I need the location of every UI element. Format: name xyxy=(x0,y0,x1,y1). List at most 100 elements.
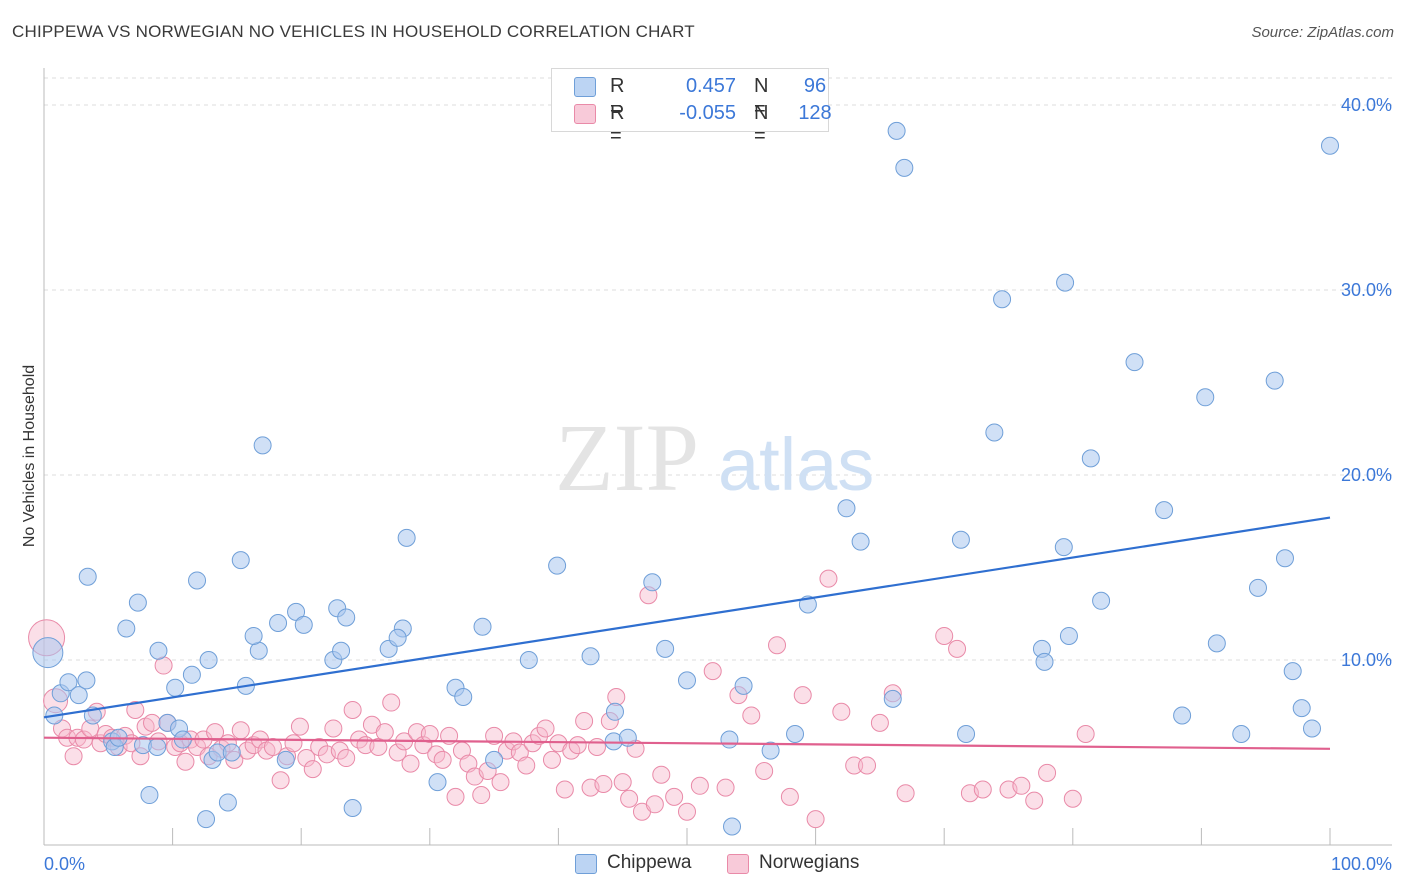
chippewa-point xyxy=(723,817,742,836)
norwegians-point xyxy=(806,810,825,829)
norwegians-point xyxy=(1038,763,1057,782)
y-tick-label: 10.0% xyxy=(1341,650,1392,670)
chippewa-point xyxy=(851,532,870,551)
chippewa-point xyxy=(59,673,78,692)
legend-r-value: 0.457 xyxy=(685,75,736,97)
norwegians-point xyxy=(832,702,851,721)
norwegians-point xyxy=(594,774,613,793)
trend-lines xyxy=(43,516,1331,750)
chippewa-point xyxy=(32,637,64,669)
norwegians-point xyxy=(1076,725,1095,743)
chippewa-point xyxy=(957,725,976,743)
norwegians-point xyxy=(337,749,356,768)
norwegians-point xyxy=(530,726,549,745)
norwegians-point xyxy=(587,737,606,756)
norwegians-point xyxy=(845,756,864,775)
chippewa-point xyxy=(895,158,914,177)
chippewa-point xyxy=(761,741,780,760)
norwegians-point xyxy=(665,787,684,806)
chippewa-point xyxy=(1321,136,1339,155)
norwegians-point xyxy=(523,734,542,753)
chippewa-point xyxy=(720,730,739,749)
norwegians-point xyxy=(768,636,787,655)
norwegians-point xyxy=(369,737,388,756)
y-tick-labels: 10.0% 20.0% 30.0% 40.0% xyxy=(1341,95,1392,670)
norwegians-point xyxy=(703,662,722,681)
chippewa-point xyxy=(887,121,906,140)
chippewa-point xyxy=(643,573,662,592)
chippewa-point xyxy=(473,617,492,636)
norwegians-point xyxy=(176,752,195,771)
norwegians-point xyxy=(472,786,491,805)
legend-r-value: -0.055 xyxy=(679,102,736,124)
norwegians-point xyxy=(271,771,290,790)
watermark-atlas: atlas xyxy=(718,423,874,506)
chippewa-point xyxy=(605,702,624,721)
chippewa-point xyxy=(166,678,185,697)
norwegians-point xyxy=(1063,789,1082,808)
chippewa-point xyxy=(1196,388,1215,407)
chippewa-point xyxy=(1248,578,1267,597)
norwegians-point xyxy=(401,754,420,773)
norwegians-point xyxy=(620,789,639,808)
chippewa-point xyxy=(231,551,250,570)
axes xyxy=(43,68,1392,846)
legend-n-value: 128 xyxy=(798,102,832,124)
chippewa-point xyxy=(397,528,416,547)
norwegians-point xyxy=(948,639,967,658)
norwegians-point xyxy=(793,686,812,705)
x-tick-label: 100.0% xyxy=(1331,854,1392,874)
chippewa-point xyxy=(276,750,295,769)
chippewa-point xyxy=(786,725,805,743)
norwegians-point xyxy=(742,706,761,725)
chippewa-point xyxy=(1302,719,1321,738)
chippewa-point xyxy=(993,290,1012,309)
x-tick-labels: 0.0% 100.0% xyxy=(44,854,1392,874)
norwegians-point xyxy=(536,719,555,738)
chippewa-point xyxy=(1283,662,1302,681)
legend-n-value: 96 xyxy=(803,75,827,97)
norwegians-point xyxy=(690,776,709,795)
norwegians-point xyxy=(126,700,145,719)
chippewa-point xyxy=(140,786,159,805)
chippewa-point xyxy=(1092,591,1111,610)
chippewa-point xyxy=(1173,706,1192,725)
norwegians-point xyxy=(303,760,322,779)
source-label: Source: ZipAtlas.com xyxy=(1251,24,1394,41)
chippewa-legend-label: Chippewa xyxy=(607,852,692,873)
chippewa-point xyxy=(883,689,902,708)
chippewa-point xyxy=(78,567,97,586)
norwegians-point xyxy=(297,749,316,768)
norwegians-point xyxy=(542,750,561,769)
norwegians-point xyxy=(343,700,362,719)
norwegians-point xyxy=(433,750,452,769)
chippewa-point xyxy=(182,665,201,684)
chippewa-swatch xyxy=(574,77,596,97)
chippewa-point xyxy=(253,436,272,455)
chippewa-point xyxy=(485,750,504,769)
norwegians-point xyxy=(973,780,992,799)
norwegians-point xyxy=(231,721,250,740)
chippewa-point xyxy=(1232,725,1251,743)
chippewa-point xyxy=(1292,699,1311,718)
y-axis-label: No Vehicles in Household xyxy=(21,365,38,547)
norwegians-point xyxy=(206,723,225,742)
norwegians-point xyxy=(568,736,587,755)
chippewa-point xyxy=(519,651,538,669)
norwegians-point xyxy=(870,713,889,732)
chippewa-point xyxy=(197,810,216,829)
chippewa-point xyxy=(117,619,136,638)
chippewa-point xyxy=(1059,626,1078,645)
norwegians-point xyxy=(485,726,504,745)
stats-legend: R = 0.457 N = 96 R = -0.055 N = 128 xyxy=(551,68,832,147)
chippewa-point xyxy=(269,614,288,632)
chippewa-point xyxy=(1081,449,1100,468)
norwegians-point xyxy=(780,787,799,806)
chippewa-point xyxy=(222,743,241,762)
y-tick-label: 20.0% xyxy=(1341,465,1392,485)
chippewa-point xyxy=(218,793,237,812)
norwegians-point xyxy=(613,773,632,792)
norwegians-point xyxy=(491,773,510,792)
chippewa-point xyxy=(837,499,856,518)
